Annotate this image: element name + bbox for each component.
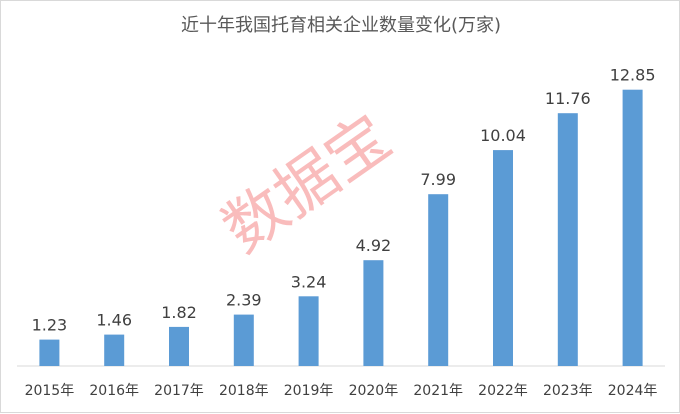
x-tick-label: 2021年	[413, 383, 463, 399]
x-tick-label: 2017年	[154, 383, 204, 399]
value-labels-layer: 1.23 1.46 1.82 2.39 3.24 4.92 7.99 10.04 11.76 12…	[32, 66, 656, 335]
bar	[39, 339, 60, 366]
bar	[298, 296, 319, 366]
bar	[363, 260, 384, 366]
x-tick-label: 2024年	[608, 383, 658, 399]
x-tick-label: 2022年	[478, 383, 528, 399]
data-label: 3.24	[291, 272, 327, 291]
data-label: 7.99	[420, 170, 456, 189]
x-tick-labels-layer: 2015年 2016年 2017年 2018年 2019年 2020年 2021年 2022年…	[25, 383, 658, 399]
bar	[428, 194, 449, 366]
data-label: 1.82	[161, 303, 197, 322]
x-tick-label: 2015年	[25, 383, 75, 399]
data-label: 2.39	[226, 291, 262, 310]
x-tick-label: 2016年	[89, 383, 139, 399]
x-tick-label: 2018年	[219, 383, 269, 399]
bar	[104, 334, 125, 366]
data-label: 12.85	[610, 66, 656, 85]
data-label: 4.92	[356, 236, 392, 255]
data-label: 10.04	[480, 126, 526, 145]
chart-title: 近十年我国托育相关企业数量变化(万家)	[181, 15, 501, 36]
bar	[233, 314, 254, 366]
x-tick-label: 2023年	[543, 383, 593, 399]
bar	[622, 89, 643, 366]
bar	[169, 326, 189, 366]
data-label: 11.76	[545, 89, 591, 108]
data-label: 1.23	[32, 316, 68, 335]
bar	[557, 113, 578, 366]
x-tick-label: 2020年	[349, 383, 399, 399]
bars-layer	[39, 89, 643, 366]
data-label: 1.46	[96, 311, 132, 330]
x-tick-label: 2019年	[284, 383, 334, 399]
bar	[493, 150, 513, 366]
